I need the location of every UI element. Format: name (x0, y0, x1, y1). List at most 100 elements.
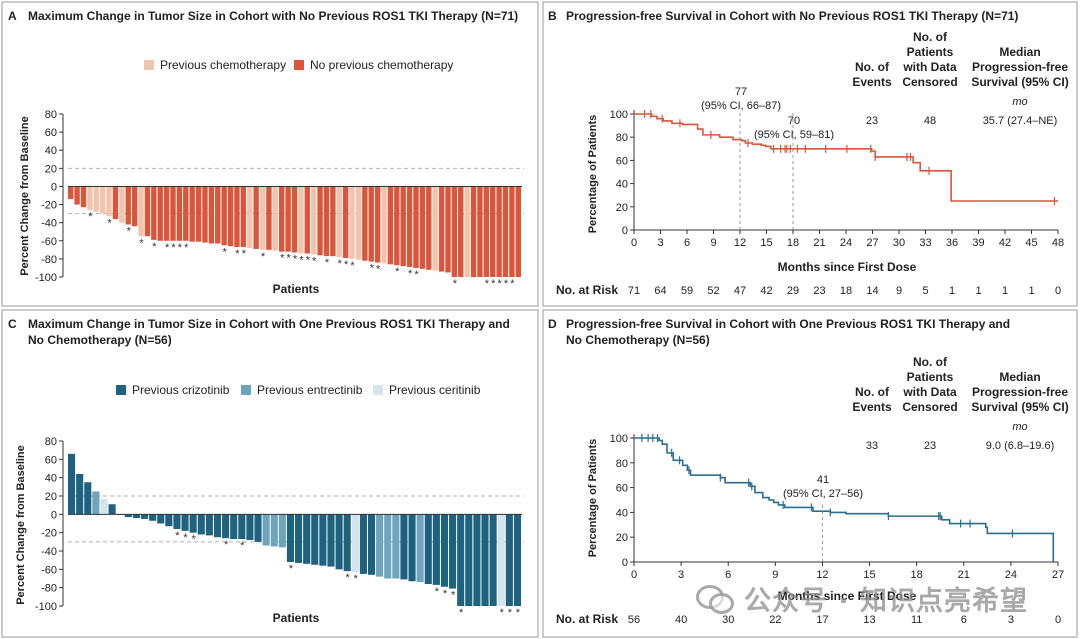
bar (149, 514, 157, 521)
panel-a-border (1, 1, 539, 307)
bar (374, 186, 381, 263)
survival-curve (634, 437, 1055, 562)
panel-d-title-line2: No Chemotherapy (N=56) (566, 333, 710, 347)
d-header-censored-1: No. of (913, 355, 948, 369)
bar-asterisk: * (107, 217, 112, 229)
bar-asterisk: * (414, 269, 419, 281)
bar-asterisk: * (175, 530, 180, 542)
bar (419, 186, 426, 269)
panel-c-border (1, 309, 539, 638)
y-tick-label: 0 (51, 509, 57, 521)
bar (477, 186, 483, 277)
b-header-median-1: Median (999, 45, 1040, 59)
bar (213, 514, 222, 538)
bar-asterisk: * (235, 248, 240, 260)
b-unit: mo (1012, 96, 1027, 108)
bar-asterisk: * (453, 278, 458, 290)
at-risk-count: 1 (1028, 285, 1034, 297)
bar (465, 514, 473, 606)
legend-c-swatch-ceritinib (373, 385, 383, 395)
bar (458, 186, 464, 277)
y-tick-label: -100 (35, 272, 57, 284)
legend-a-swatch-prev-chemo (144, 60, 154, 70)
b-annot-12mo-ci: (95% CI, 66–87) (701, 100, 781, 112)
panel-b-at-risk-label: No. at Risk (556, 283, 618, 297)
d-median: 9.0 (6.8–19.6) (986, 440, 1055, 452)
d-header-censored-4: Censored (902, 400, 957, 414)
at-risk-count: 14 (866, 285, 878, 297)
bar-asterisk: * (165, 242, 170, 254)
bar (381, 186, 387, 264)
bar (416, 514, 424, 583)
bar (144, 186, 151, 237)
at-risk-count: 17 (816, 614, 828, 626)
bar (87, 186, 93, 210)
bar-asterisk: * (289, 563, 294, 575)
bar-asterisk: * (325, 257, 330, 269)
bar (279, 186, 285, 252)
bar (68, 453, 76, 515)
x-tick-label: 12 (734, 237, 746, 249)
bar (247, 186, 253, 249)
y-tick-label: 20 (616, 202, 628, 214)
bar (400, 186, 406, 267)
y-tick-label: 40 (616, 507, 628, 519)
bar (270, 514, 278, 547)
bar (181, 514, 189, 531)
at-risk-count: 42 (760, 285, 772, 297)
at-risk-count: 13 (863, 614, 875, 626)
bar (183, 186, 189, 241)
panel-c: C Maximum Change in Tumor Size in Cohort… (1, 309, 539, 638)
bar (473, 514, 481, 606)
y-tick-label: 80 (616, 132, 628, 144)
bar-asterisk: * (183, 532, 188, 544)
bar (470, 186, 477, 277)
bar (490, 186, 496, 277)
at-risk-count: 52 (707, 285, 719, 297)
y-tick-label: 80 (45, 436, 57, 448)
bar (140, 514, 149, 519)
y-tick-label: -20 (41, 200, 57, 212)
bar-asterisk: * (88, 211, 93, 223)
bar (432, 186, 438, 271)
at-risk-count: 1 (1002, 285, 1008, 297)
at-risk-count: 56 (628, 614, 640, 626)
bar (319, 514, 327, 566)
panel-b: B Progression-free Survival in Cohort wi… (542, 1, 1078, 307)
bar-asterisk: * (261, 251, 266, 263)
x-tick-label: 15 (863, 569, 875, 581)
x-tick-label: 0 (631, 237, 637, 249)
bar (310, 186, 317, 255)
panel-b-border (542, 1, 1078, 307)
b-header-censored-4: Censored (902, 75, 957, 89)
y-tick-label: -40 (41, 218, 57, 230)
at-risk-count: 9 (896, 285, 902, 297)
bar (197, 514, 205, 535)
bar-asterisk: * (504, 278, 509, 290)
bar-asterisk: * (280, 253, 285, 265)
y-tick-label: 20 (616, 532, 628, 544)
bar-asterisk: * (286, 253, 291, 265)
b-header-median-2: Progression-free (972, 60, 1068, 74)
bar (240, 186, 247, 248)
bar (384, 514, 392, 579)
y-tick-label: 60 (616, 155, 628, 167)
x-tick-label: 15 (760, 237, 772, 249)
y-tick-label: 20 (45, 163, 57, 175)
bar (513, 514, 521, 606)
bar (394, 186, 400, 266)
bar (342, 186, 349, 258)
bar-asterisk: * (306, 254, 311, 266)
panel-b-ylabel: Percentage of Patients (587, 115, 599, 234)
legend-c-swatch-entrectinib (241, 385, 251, 395)
bar (413, 186, 419, 268)
bar (336, 186, 342, 258)
bar (100, 498, 108, 515)
bar (335, 514, 343, 570)
bar (227, 186, 234, 247)
bar-asterisk: * (459, 607, 464, 619)
x-tick-label: 24 (840, 237, 852, 249)
at-risk-count: 18 (840, 285, 852, 297)
